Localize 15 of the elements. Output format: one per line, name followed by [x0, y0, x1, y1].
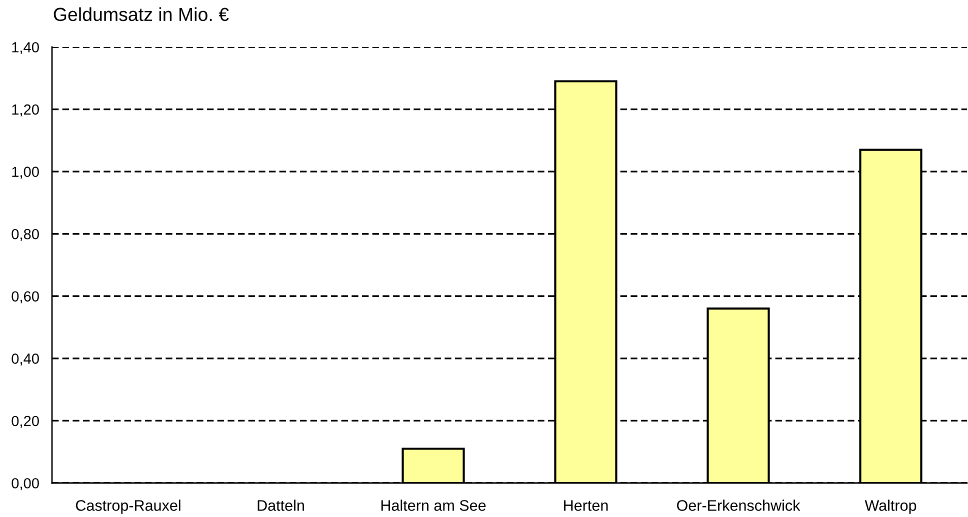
x-tick-label: Waltrop: [864, 500, 916, 514]
x-tick-label: Haltern am See: [381, 500, 486, 511]
y-axis-title: Geldumsatz in Mio. €: [54, 7, 229, 22]
y-tick-label: 0,20: [12, 416, 39, 428]
y-tick-label: 0,40: [12, 354, 39, 366]
y-tick-label: 1,00: [12, 166, 39, 179]
y-tick-label: 1,40: [12, 42, 39, 54]
x-tick-label: Herten: [564, 500, 608, 511]
x-tick-label: Datteln: [258, 500, 304, 511]
y-tick-label: 0,00: [12, 478, 39, 490]
x-tick-label: Castrop-Rauxel: [76, 500, 180, 514]
x-tick-label: Oer-Erkenschwick: [677, 500, 800, 511]
y-tick-label: 1,20: [12, 104, 39, 116]
y-tick-label: 0,80: [12, 228, 39, 242]
y-tick-label: 0,60: [12, 291, 39, 304]
